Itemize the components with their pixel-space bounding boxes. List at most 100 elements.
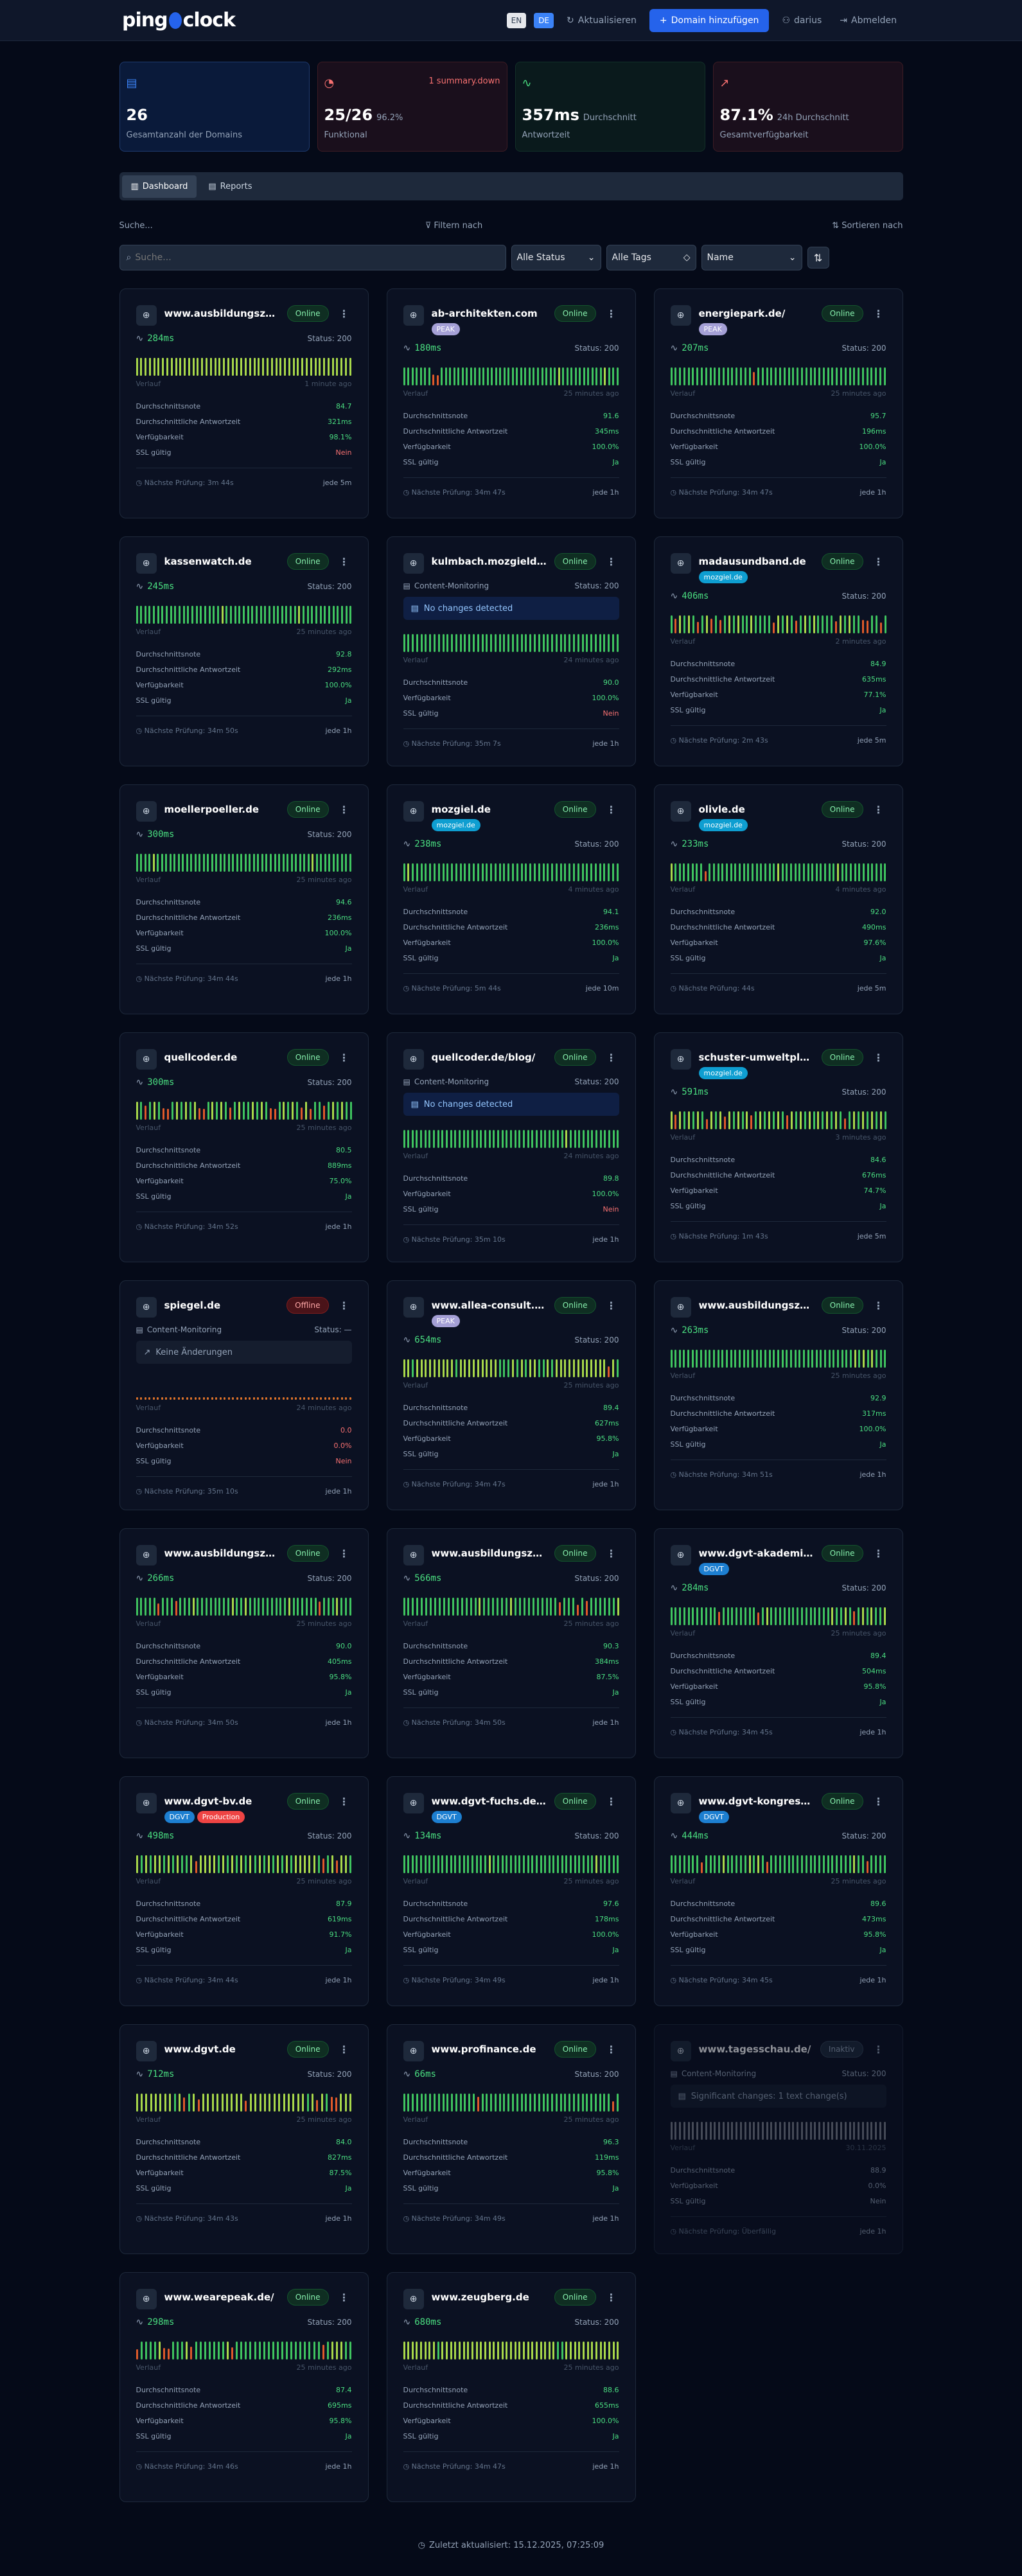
history-bar[interactable]: [753, 1855, 755, 1873]
history-bar[interactable]: [786, 1350, 788, 1368]
domain-card[interactable]: ⊕ olivle.de mozgiel.de Online ⋮ ∿ 233ms St…: [653, 784, 903, 1014]
history-bar[interactable]: [216, 1102, 218, 1120]
history-bar[interactable]: [777, 615, 779, 633]
history-bar[interactable]: [840, 1111, 842, 1129]
history-bar[interactable]: [547, 1359, 549, 1377]
more-options-icon[interactable]: ⋮: [606, 1795, 617, 1808]
history-bar[interactable]: [258, 358, 260, 376]
history-bar[interactable]: [608, 367, 610, 385]
history-bar[interactable]: [498, 863, 501, 881]
history-bar[interactable]: [331, 2342, 333, 2360]
history-bar[interactable]: [194, 1397, 197, 1400]
history-bar[interactable]: [290, 1397, 293, 1400]
history-bar[interactable]: [739, 1350, 741, 1368]
history-bar[interactable]: [278, 1102, 281, 1120]
history-bar[interactable]: [674, 863, 677, 881]
history-bar[interactable]: [159, 2094, 162, 2112]
history-bar[interactable]: [552, 2342, 555, 2360]
history-bar[interactable]: [770, 1855, 773, 1873]
history-bar[interactable]: [531, 2342, 534, 2360]
history-bar[interactable]: [340, 1598, 343, 1616]
history-bar[interactable]: [136, 2349, 138, 2360]
history-bar[interactable]: [416, 1130, 418, 1148]
history-bar[interactable]: [154, 2342, 156, 2360]
history-bar[interactable]: [514, 1130, 516, 1148]
history-bar[interactable]: [747, 863, 750, 881]
history-bar[interactable]: [764, 863, 766, 881]
history-bar[interactable]: [764, 615, 766, 633]
history-bar[interactable]: [254, 2342, 256, 2360]
history-bar[interactable]: [446, 863, 449, 881]
history-bar[interactable]: [211, 1102, 214, 1120]
history-bar[interactable]: [302, 2094, 304, 2112]
history-bar[interactable]: [240, 2094, 243, 2112]
domain-name[interactable]: mozgiel.de: [431, 804, 491, 815]
history-bar[interactable]: [416, 367, 418, 385]
history-bar[interactable]: [713, 1350, 716, 1368]
history-bar[interactable]: [301, 358, 304, 376]
history-bar[interactable]: [537, 367, 539, 385]
history-bar[interactable]: [211, 2094, 214, 2112]
history-bar[interactable]: [692, 367, 694, 385]
history-bar[interactable]: [813, 615, 815, 633]
more-options-icon[interactable]: ⋮: [873, 1052, 884, 1064]
history-bar[interactable]: [436, 375, 439, 385]
history-bar[interactable]: [434, 1598, 437, 1616]
history-bar[interactable]: [565, 1130, 568, 1148]
history-bar[interactable]: [450, 2342, 452, 2360]
history-bar[interactable]: [148, 854, 151, 872]
history-bar[interactable]: [578, 1130, 581, 1148]
history-bar[interactable]: [599, 367, 602, 385]
history-bar[interactable]: [412, 1359, 414, 1377]
history-bar[interactable]: [275, 1598, 278, 1616]
history-bar[interactable]: [766, 1607, 768, 1625]
history-bar[interactable]: [218, 1598, 221, 1616]
tag-badge[interactable]: DGVT: [698, 1811, 729, 1823]
history-bar[interactable]: [189, 1102, 191, 1120]
history-bar[interactable]: [451, 634, 454, 652]
history-bar[interactable]: [315, 1397, 318, 1400]
history-bar[interactable]: [562, 367, 565, 385]
history-bar[interactable]: [670, 367, 673, 385]
history-bar[interactable]: [559, 863, 562, 881]
history-bar[interactable]: [542, 2094, 545, 2112]
history-bar[interactable]: [858, 1855, 860, 1873]
history-bar[interactable]: [775, 1607, 777, 1625]
history-bar[interactable]: [208, 1855, 211, 1873]
history-bar[interactable]: [522, 2342, 525, 2360]
history-bar[interactable]: [499, 367, 502, 385]
history-bar[interactable]: [455, 634, 457, 652]
history-bar[interactable]: [327, 1102, 330, 1120]
domain-card[interactable]: ⊕ kulmbach.mozgieldev.de... Online ⋮ ▤Co…: [386, 536, 636, 766]
more-options-icon[interactable]: ⋮: [606, 2291, 617, 2304]
history-bar[interactable]: [719, 1111, 721, 1129]
history-bar[interactable]: [866, 621, 868, 633]
history-bar[interactable]: [696, 2122, 699, 2140]
history-bar[interactable]: [467, 1130, 470, 1148]
domain-name[interactable]: olivle.de: [698, 804, 745, 815]
history-bar[interactable]: [240, 2342, 243, 2360]
history-bar[interactable]: [214, 1598, 216, 1616]
search-field[interactable]: ⌕: [119, 245, 506, 270]
domain-card[interactable]: ⊕ ab-architekten.com PEAK Online ⋮ ∿ 180m…: [386, 288, 636, 518]
history-bar[interactable]: [433, 2094, 436, 2112]
history-bar[interactable]: [854, 863, 856, 881]
history-bar[interactable]: [169, 854, 172, 872]
history-bar[interactable]: [617, 1855, 619, 1873]
history-bar[interactable]: [145, 1106, 147, 1120]
history-bar[interactable]: [468, 634, 471, 652]
history-bar[interactable]: [238, 1102, 241, 1120]
history-bar[interactable]: [447, 1598, 450, 1616]
history-bar[interactable]: [679, 1111, 682, 1129]
history-bar[interactable]: [604, 2342, 606, 2360]
history-bar[interactable]: [516, 634, 518, 652]
history-bar[interactable]: [731, 367, 734, 385]
history-bar[interactable]: [509, 1130, 512, 1148]
history-bar[interactable]: [616, 1359, 619, 1377]
history-bar[interactable]: [612, 1855, 615, 1873]
history-bar[interactable]: [540, 1130, 542, 1148]
history-bar[interactable]: [183, 2097, 186, 2112]
history-bar[interactable]: [308, 2342, 311, 2360]
history-bar[interactable]: [310, 1598, 312, 1616]
history-bar[interactable]: [424, 1855, 427, 1873]
